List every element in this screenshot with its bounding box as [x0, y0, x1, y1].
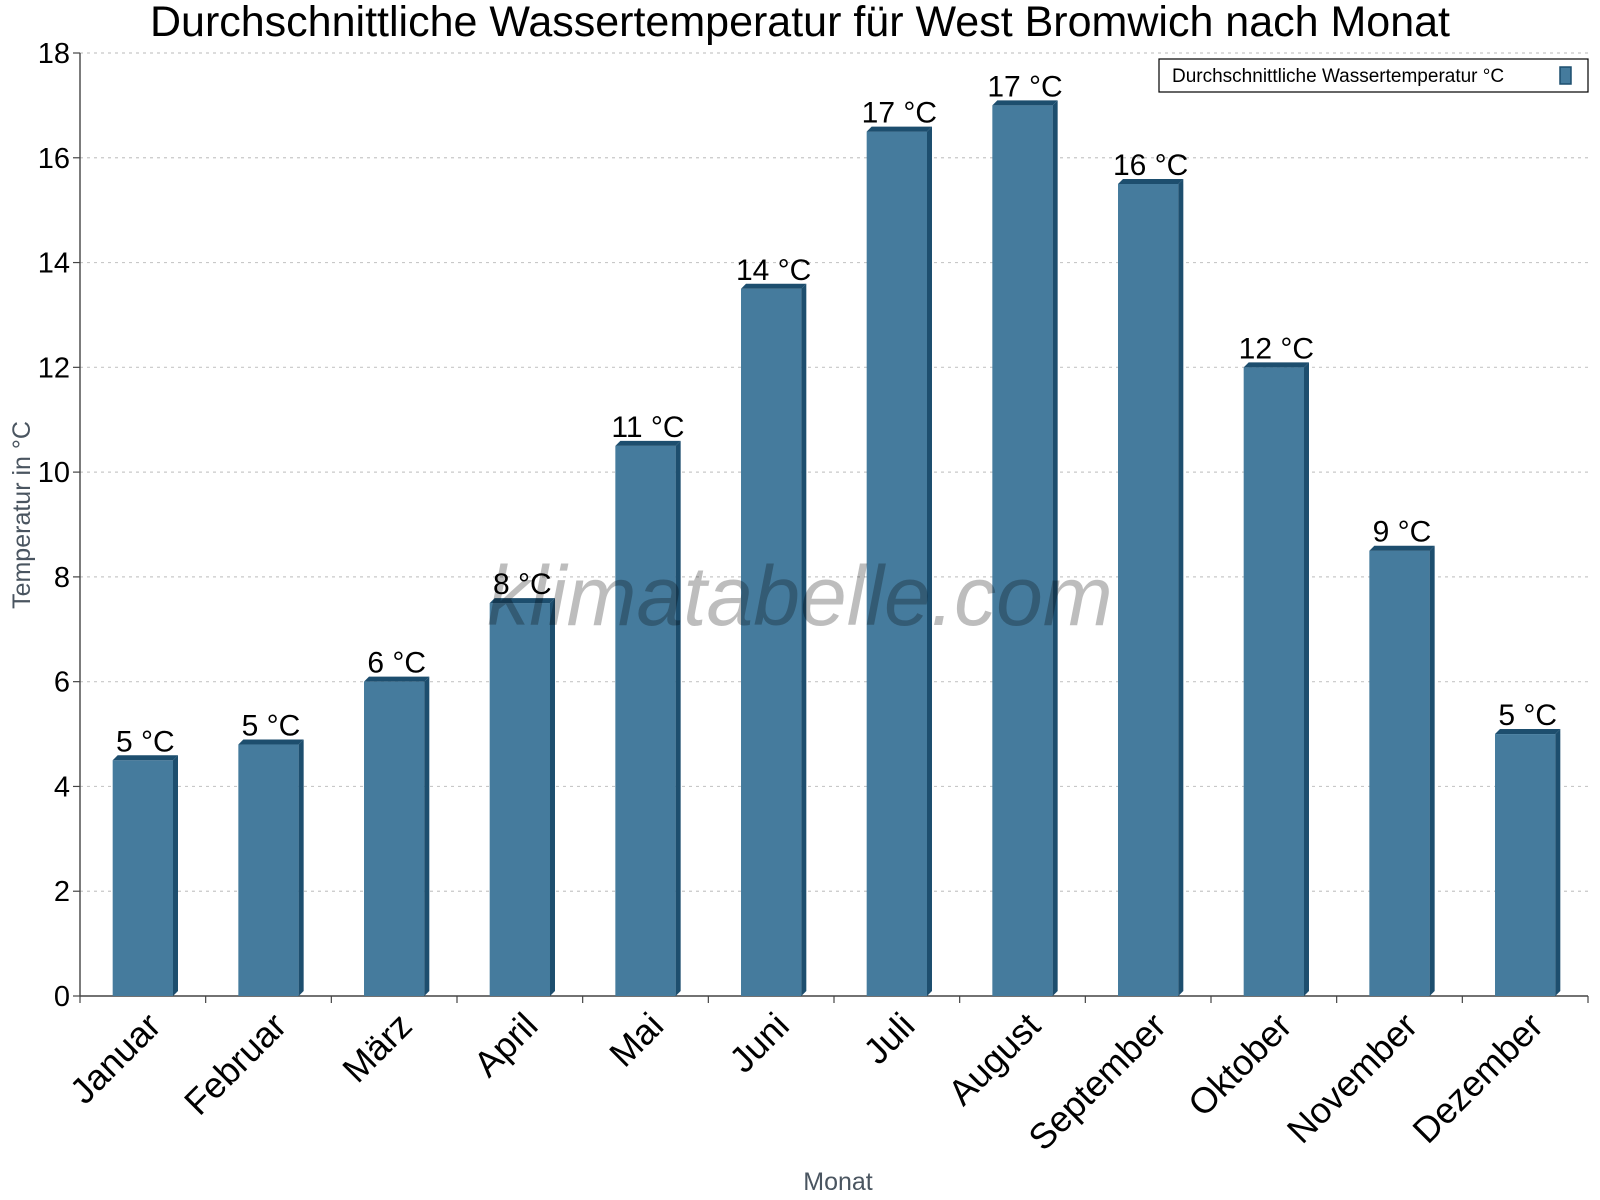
- y-tick-label: 6: [54, 667, 70, 699]
- bar: [1243, 367, 1304, 996]
- x-axis-ticks: Januar Februar März April Mai Juni Juli AugustS…: [62, 996, 1589, 1159]
- y-tick-label: 4: [54, 771, 70, 803]
- bar-side: [801, 283, 807, 996]
- x-tick-label: Dezember: [1404, 1005, 1550, 1151]
- bar-top: [489, 598, 555, 604]
- x-tick-label: August: [940, 1005, 1048, 1113]
- data-label: 17 °C: [987, 70, 1062, 103]
- bar: [992, 105, 1053, 996]
- bars: [112, 100, 1561, 997]
- y-tick-label: 16: [38, 143, 70, 175]
- x-tick-label: Februar: [176, 1005, 294, 1123]
- bar-top: [741, 283, 807, 289]
- chart-title: Durchschnittliche Wassertemperatur für W…: [150, 0, 1450, 46]
- bar-side: [1052, 100, 1058, 996]
- bar-top: [992, 100, 1058, 106]
- data-label: 16 °C: [1113, 149, 1188, 182]
- y-tick-label: 0: [54, 981, 70, 1013]
- x-tick-label: März: [334, 1005, 420, 1091]
- bar: [1369, 550, 1430, 996]
- bar: [615, 445, 676, 997]
- data-label: 11 °C: [611, 411, 684, 444]
- data-label: 14 °C: [736, 254, 811, 287]
- bar-side: [1429, 545, 1435, 996]
- bar-side: [1555, 729, 1561, 996]
- legend-box: [1158, 58, 1589, 93]
- bar: [238, 744, 299, 996]
- y-axis-title: Temperatur in °C: [8, 421, 36, 609]
- x-axis-title: Monat: [803, 1168, 873, 1196]
- bar-side: [1303, 362, 1309, 996]
- bar-top: [615, 440, 681, 446]
- bar: [112, 760, 173, 996]
- data-label: 8 °C: [493, 568, 552, 601]
- data-label: 12 °C: [1239, 332, 1314, 365]
- data-label: 6 °C: [367, 647, 426, 680]
- bar-top: [1118, 178, 1184, 184]
- x-tick-label: Mai: [601, 1005, 671, 1075]
- bar: [364, 681, 425, 996]
- data-labels: 5 °C 5 °C 6 °C 8 °C 11 °C 14 °C 17 °C 17 °C 16 °…: [116, 70, 1557, 758]
- y-tick-label: 10: [38, 457, 70, 489]
- watermark: klimatabelle.com: [487, 549, 1113, 643]
- y-axis-ticks: 0 2 4 6 8 10 12 14 16 18: [38, 38, 80, 1013]
- bar-top: [1369, 545, 1435, 551]
- x-tick-label: November: [1279, 1005, 1425, 1151]
- bar: [1495, 734, 1556, 996]
- data-label: 17 °C: [862, 97, 937, 130]
- x-tick-label: Juli: [855, 1005, 922, 1072]
- legend-swatch: [1559, 66, 1572, 85]
- x-tick-label: Juni: [721, 1005, 797, 1081]
- bar: [1118, 183, 1179, 996]
- data-label: 5 °C: [1498, 699, 1557, 732]
- bar-side: [1178, 178, 1184, 996]
- data-label: 5 °C: [116, 725, 175, 758]
- bar-side: [298, 739, 304, 996]
- axes: [79, 53, 1588, 997]
- bar-side: [675, 440, 681, 997]
- bar-side: [549, 598, 555, 996]
- y-tick-label: 14: [38, 248, 70, 280]
- bar-side: [172, 755, 178, 996]
- bar-top: [238, 739, 304, 745]
- y-tick-label: 8: [54, 562, 70, 594]
- data-label: 5 °C: [242, 710, 301, 743]
- x-tick-label: Januar: [62, 1005, 169, 1112]
- legend: Durchschnittliche Wassertemperatur °C: [1158, 58, 1589, 93]
- bar-top: [364, 676, 430, 682]
- x-tick-label: Oktober: [1180, 1005, 1300, 1125]
- bar-top: [866, 126, 932, 132]
- bar-side: [926, 126, 932, 997]
- bar: [741, 288, 802, 996]
- y-tick-label: 2: [54, 876, 70, 908]
- gridlines: [80, 52, 1588, 892]
- x-tick-label: September: [1020, 1005, 1174, 1159]
- bar-side: [424, 676, 430, 996]
- bar: [489, 603, 550, 996]
- x-tick-label: April: [466, 1005, 546, 1085]
- legend-label: Durchschnittliche Wassertemperatur °C: [1172, 66, 1504, 87]
- bar-top: [1495, 729, 1561, 735]
- data-label: 9 °C: [1373, 516, 1432, 549]
- bar: [866, 131, 927, 997]
- bar-top: [1243, 362, 1309, 368]
- y-tick-label: 12: [38, 352, 70, 384]
- bar-top: [112, 755, 178, 761]
- y-tick-label: 18: [38, 38, 70, 70]
